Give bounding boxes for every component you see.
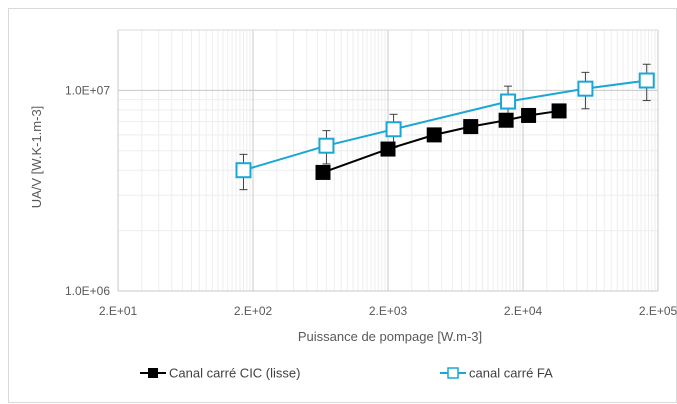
legend: Canal carré CIC (lisse) canal carré FA bbox=[140, 366, 553, 381]
x-tick-label: 2.E+05 bbox=[639, 304, 677, 318]
legend-label: Canal carré CIC (lisse) bbox=[169, 366, 300, 381]
x-axis-title: Puissance de pompage [W.m-3] bbox=[298, 329, 482, 344]
data-point bbox=[638, 72, 655, 89]
series-layer bbox=[235, 63, 655, 191]
data-point bbox=[426, 127, 442, 143]
data-point bbox=[577, 80, 594, 97]
data-point bbox=[498, 112, 514, 128]
series-fa bbox=[235, 63, 655, 191]
chart-border bbox=[8, 8, 677, 403]
y-tick-labels: 1.0E+06 1.0E+07 bbox=[65, 83, 110, 298]
x-tick-label: 2.E+04 bbox=[504, 304, 543, 318]
data-point bbox=[500, 93, 517, 110]
legend-marker bbox=[148, 368, 158, 378]
data-point bbox=[521, 107, 537, 123]
legend-item: Canal carré CIC (lisse) bbox=[140, 366, 300, 381]
legend-marker bbox=[447, 367, 459, 379]
data-point bbox=[318, 137, 335, 154]
data-point bbox=[463, 119, 479, 135]
series-line bbox=[243, 79, 647, 172]
x-tick-labels: 2.E+01 2.E+02 2.E+03 2.E+04 2.E+05 bbox=[99, 304, 677, 318]
data-point bbox=[385, 121, 402, 138]
x-tick-label: 2.E+03 bbox=[369, 304, 408, 318]
y-axis-title: UA/V [W.K-1.m-3] bbox=[29, 106, 44, 209]
y-tick-label: 1.0E+06 bbox=[65, 284, 110, 298]
minor-gridlines bbox=[118, 30, 658, 291]
x-tick-label: 2.E+01 bbox=[99, 304, 138, 318]
legend-item: canal carré FA bbox=[440, 366, 553, 381]
data-point bbox=[551, 103, 567, 119]
y-tick-label: 1.0E+07 bbox=[65, 83, 110, 97]
data-point bbox=[380, 141, 396, 157]
legend-label: canal carré FA bbox=[469, 366, 553, 381]
major-gridlines bbox=[117, 29, 659, 292]
data-point bbox=[235, 162, 252, 179]
x-tick-label: 2.E+02 bbox=[234, 304, 273, 318]
series-cic bbox=[315, 103, 567, 180]
data-point bbox=[315, 164, 331, 180]
